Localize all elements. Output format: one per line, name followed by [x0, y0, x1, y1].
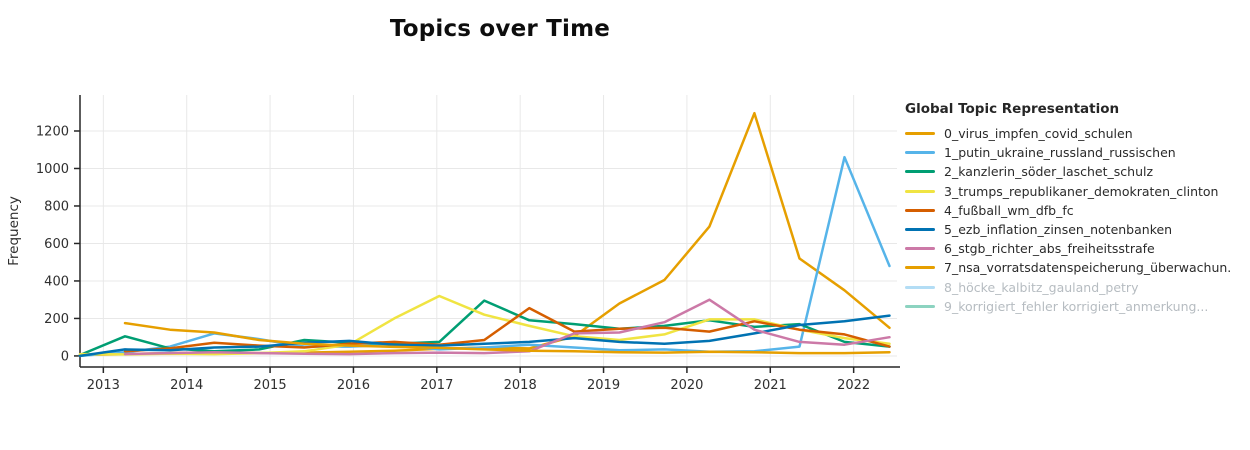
legend-title: Global Topic Representation: [905, 101, 1120, 117]
legend-swatch-icon: [905, 208, 935, 212]
series-line-4[interactable]: [123, 306, 891, 353]
series-line-6[interactable]: [123, 298, 891, 356]
legend-item-label: 3_trumps_republikaner_demokraten_clinton: [944, 183, 1219, 199]
legend-item-label: 5_ezb_inflation_zinsen_notenbanken: [944, 222, 1173, 238]
y-tick-label: 200: [44, 312, 69, 327]
legend-swatch-icon: [905, 151, 935, 155]
y-tick-label: 1200: [36, 124, 69, 139]
y-tick-label: 1000: [36, 162, 69, 177]
x-tick-label: 2018: [504, 378, 537, 393]
series-line-5[interactable]: [78, 314, 891, 358]
legend-swatch-icon: [905, 228, 935, 232]
legend-swatch-icon: [905, 189, 935, 193]
x-tick-label: 2021: [754, 378, 787, 393]
legend-swatch-icon: [905, 247, 935, 251]
legend-item-3[interactable]: 3_trumps_republikaner_demokraten_clinton: [905, 182, 1250, 201]
legend-swatch-icon: [905, 132, 935, 136]
y-tick-label: 400: [44, 274, 69, 289]
x-tick-label: 2016: [337, 378, 370, 393]
legend-swatch-icon: [905, 170, 935, 174]
legend-swatch-icon: [905, 304, 935, 308]
legend-item-0[interactable]: 0_virus_impfen_covid_schulen: [905, 124, 1250, 143]
legend: Global Topic Representation 0_virus_impf…: [905, 101, 1250, 316]
legend-item-label: 9_korrigiert_fehler korrigiert_anmerkung…: [944, 298, 1209, 314]
legend-item-label: 0_virus_impfen_covid_schulen: [944, 126, 1133, 142]
x-tick-label: 2014: [170, 378, 203, 393]
legend-item-9[interactable]: 9_korrigiert_fehler korrigiert_anmerkung…: [905, 297, 1250, 316]
series-line-7[interactable]: [123, 321, 891, 355]
chart-title: Topics over Time: [389, 16, 611, 42]
legend-item-label: 6_stgb_richter_abs_freiheitsstrafe: [944, 241, 1155, 257]
legend-swatch-icon: [905, 266, 935, 270]
legend-item-label: 7_nsa_vorratsdatenspeicherung_überwachun…: [944, 260, 1232, 276]
legend-item-5[interactable]: 5_ezb_inflation_zinsen_notenbanken: [905, 220, 1250, 239]
legend-item-label: 4_fußball_wm_dfb_fc: [944, 202, 1074, 218]
legend-item-4[interactable]: 4_fußball_wm_dfb_fc: [905, 201, 1250, 220]
legend-item-1[interactable]: 1_putin_ukraine_russland_russischen: [905, 143, 1250, 162]
legend-item-7[interactable]: 7_nsa_vorratsdatenspeicherung_überwachun…: [905, 258, 1250, 277]
y-tick-label: 600: [44, 237, 69, 252]
legend-item-8[interactable]: 8_höcke_kalbitz_gauland_petry: [905, 278, 1250, 297]
x-tick-label: 2015: [254, 378, 287, 393]
legend-item-6[interactable]: 6_stgb_richter_abs_freiheitsstrafe: [905, 239, 1250, 258]
series-line-3[interactable]: [78, 294, 891, 356]
x-tick-label: 2020: [670, 378, 703, 393]
y-tick-label: 800: [44, 199, 69, 214]
x-tick-label: 2017: [420, 378, 453, 393]
y-tick-label: 0: [61, 349, 69, 364]
legend-item-label: 2_kanzlerin_söder_laschet_schulz: [944, 164, 1154, 180]
legend-item-label: 1_putin_ukraine_russland_russischen: [944, 145, 1176, 161]
x-tick-label: 2022: [837, 378, 870, 393]
legend-item-2[interactable]: 2_kanzlerin_söder_laschet_schulz: [905, 162, 1250, 181]
x-tick-label: 2013: [87, 378, 120, 393]
legend-swatch-icon: [905, 285, 935, 289]
y-axis-title: Frequency: [6, 196, 22, 266]
legend-item-label: 8_höcke_kalbitz_gauland_petry: [944, 279, 1139, 295]
legend-items: 0_virus_impfen_covid_schulen 1_putin_ukra…: [905, 124, 1250, 316]
x-tick-label: 2019: [587, 378, 620, 393]
